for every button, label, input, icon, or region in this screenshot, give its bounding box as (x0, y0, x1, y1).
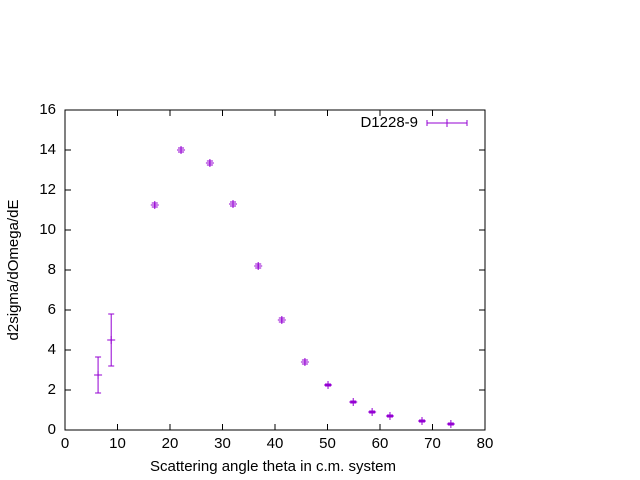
x-tick-label: 30 (214, 435, 231, 452)
x-tick-label: 40 (267, 435, 284, 452)
y-tick-label: 16 (39, 101, 56, 118)
y-tick-label: 0 (48, 421, 56, 438)
x-tick-label: 20 (162, 435, 179, 452)
x-tick-label: 10 (109, 435, 126, 452)
legend-swatch (426, 119, 468, 127)
point (254, 262, 263, 270)
x-tick-label: 50 (319, 435, 336, 452)
point (205, 159, 214, 167)
legend-label: D1228-9 (360, 114, 418, 131)
x-tick-label: 60 (372, 435, 389, 452)
x-tick-label: 70 (424, 435, 441, 452)
y-tick-label: 6 (48, 301, 56, 318)
plot-frame (64, 109, 486, 431)
y-tick-label: 14 (39, 141, 56, 158)
x-tick-label: 80 (477, 435, 494, 452)
point (368, 408, 377, 416)
point (94, 371, 103, 379)
point (446, 420, 455, 428)
y-tick-label: 8 (48, 261, 56, 278)
point (385, 412, 394, 420)
y-tick-label: 2 (48, 381, 56, 398)
x-axis-label: Scattering angle theta in c.m. system (150, 458, 396, 475)
point (150, 201, 159, 209)
point (324, 381, 333, 389)
point (107, 336, 116, 344)
point (229, 200, 237, 208)
point (300, 358, 309, 366)
point (177, 146, 186, 154)
y-tick-label: 4 (48, 341, 56, 358)
y-tick-label: 12 (39, 181, 56, 198)
y-axis-label: d2sigma/dOmega/dE (5, 200, 22, 341)
x-tick-label: 0 (61, 435, 69, 452)
y-tick-label: 10 (39, 221, 56, 238)
point (349, 398, 358, 406)
point (277, 316, 286, 324)
point (418, 417, 426, 425)
